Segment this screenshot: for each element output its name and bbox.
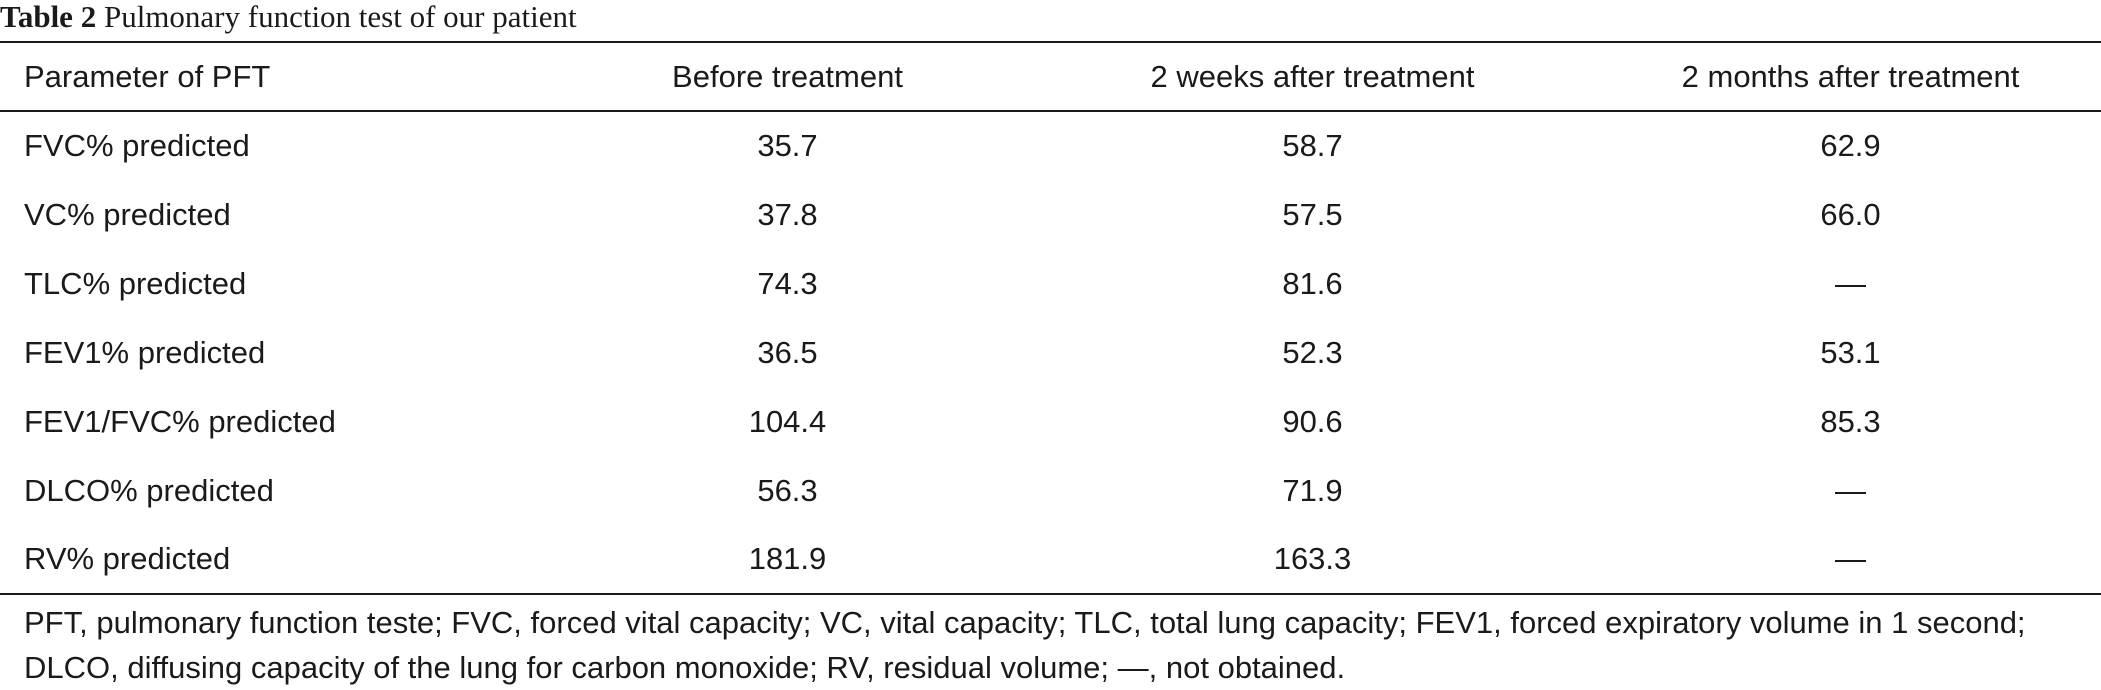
cell-2-weeks: 81.6 xyxy=(1282,265,1343,301)
table-row: FEV1/FVC% predicted 104.4 90.6 85.3 xyxy=(0,387,2101,456)
cell-2-weeks: 71.9 xyxy=(1282,472,1343,508)
table-label: Table 2 xyxy=(0,0,97,34)
table-row: TLC% predicted 74.3 81.6 — xyxy=(0,249,2101,318)
cell-2-months: — xyxy=(1835,472,1866,508)
cell-2-weeks: 57.5 xyxy=(1282,196,1343,232)
header-parameter: Parameter of PFT xyxy=(0,41,550,112)
row-parameter: DLCO% predicted xyxy=(24,472,274,508)
cell-2-weeks: 163.3 xyxy=(1025,525,1600,595)
header-before-treatment: Before treatment xyxy=(550,41,1025,112)
cell-before: 56.3 xyxy=(757,472,818,508)
table-footnote: PFT, pulmonary function teste; FVC, forc… xyxy=(24,605,2026,685)
cell-2-weeks: 52.3 xyxy=(1282,334,1343,370)
cell-before: 104.4 xyxy=(748,403,827,439)
row-parameter: FVC% predicted xyxy=(24,128,250,163)
cell-2-months: — xyxy=(1600,525,2101,595)
cell-before: 36.5 xyxy=(757,334,818,370)
cell-2-weeks: 58.7 xyxy=(1282,128,1343,163)
row-parameter: RV% predicted xyxy=(0,525,550,595)
cell-before: 35.7 xyxy=(757,128,818,163)
row-parameter: FEV1/FVC% predicted xyxy=(24,403,336,439)
table-row: RV% predicted 181.9 163.3 — xyxy=(0,525,2101,595)
cell-2-months: 85.3 xyxy=(1820,403,1881,439)
cell-before: 181.9 xyxy=(550,525,1025,595)
cell-2-weeks: 90.6 xyxy=(1282,403,1343,439)
row-parameter: VC% predicted xyxy=(24,196,231,232)
pulmonary-function-table: Parameter of PFT Before treatment 2 week… xyxy=(0,41,2101,595)
row-parameter: TLC% predicted xyxy=(24,265,247,301)
cell-2-months: 62.9 xyxy=(1820,128,1881,163)
table-row: FVC% predicted 35.7 58.7 62.9 xyxy=(0,111,2101,180)
table-row: FEV1% predicted 36.5 52.3 53.1 xyxy=(0,318,2101,387)
table-title: Pulmonary function test of our patient xyxy=(103,0,577,34)
cell-before: 74.3 xyxy=(757,265,818,301)
cell-2-months: — xyxy=(1835,265,1866,301)
table-row: VC% predicted 37.8 57.5 66.0 xyxy=(0,180,2101,249)
cell-before: 37.8 xyxy=(757,196,818,232)
table-row: DLCO% predicted 56.3 71.9 — xyxy=(0,456,2101,525)
cell-2-months: 53.1 xyxy=(1820,334,1881,370)
header-2-months-after: 2 months after treatment xyxy=(1600,41,2101,112)
header-2-weeks-after: 2 weeks after treatment xyxy=(1025,41,1600,112)
cell-2-months: 66.0 xyxy=(1820,196,1881,232)
table-header-row: Parameter of PFT Before treatment 2 week… xyxy=(0,41,2101,112)
row-parameter: FEV1% predicted xyxy=(24,334,266,370)
table-caption: Table 2 Pulmonary function test of our p… xyxy=(0,0,577,40)
